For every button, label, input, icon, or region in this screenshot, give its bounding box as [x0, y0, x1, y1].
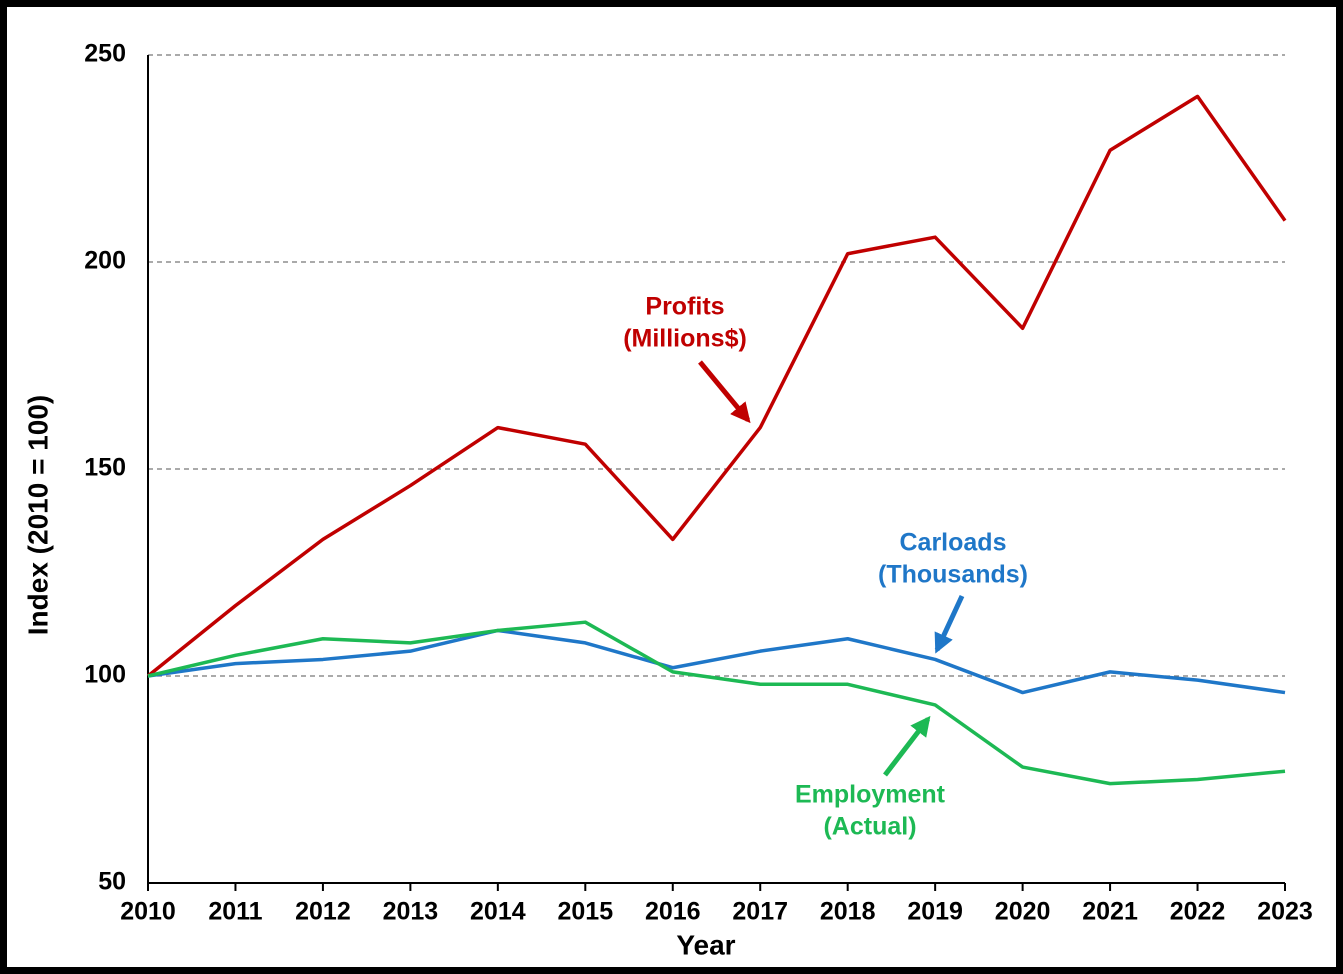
- annotation: Carloads: [900, 529, 1007, 557]
- y-tick-label: 50: [98, 868, 126, 896]
- x-tick-label: 2020: [995, 898, 1051, 926]
- annotation: Employment: [795, 781, 946, 809]
- y-tick-label: 150: [84, 454, 126, 482]
- x-tick-label: 2023: [1257, 898, 1313, 926]
- annotation: (Actual): [823, 813, 916, 841]
- x-tick-label: 2017: [732, 898, 788, 926]
- x-tick-label: 2016: [645, 898, 701, 926]
- x-tick-label: 2011: [208, 898, 262, 926]
- annotation-arrow: [698, 360, 751, 424]
- y-tick-label: 200: [84, 247, 126, 275]
- x-tick-label: 2022: [1170, 898, 1226, 926]
- annotation-arrow: [883, 715, 931, 777]
- x-tick-label: 2013: [383, 898, 439, 926]
- annotation: (Millions$): [623, 325, 747, 353]
- x-tick-label: 2012: [295, 898, 351, 926]
- line-series: [147, 620, 1286, 786]
- annotation-arrow: [934, 594, 965, 654]
- x-tick-label: 2018: [820, 898, 876, 926]
- annotation: Profits: [645, 293, 724, 321]
- x-axis-title: Year: [676, 929, 735, 960]
- annotation: (Thousands): [878, 561, 1028, 589]
- x-tick-label: 2021: [1082, 898, 1138, 926]
- line-series: [147, 628, 1286, 695]
- y-axis-title: Index (2010 = 100): [22, 395, 53, 635]
- x-tick-label: 2015: [557, 898, 613, 926]
- x-tick-label: 2019: [907, 898, 963, 926]
- x-tick-label: 2010: [120, 898, 176, 926]
- x-tick-label: 2014: [470, 898, 526, 926]
- line-series: [146, 94, 1287, 678]
- y-tick-label: 100: [84, 661, 126, 689]
- y-tick-label: 250: [84, 40, 126, 68]
